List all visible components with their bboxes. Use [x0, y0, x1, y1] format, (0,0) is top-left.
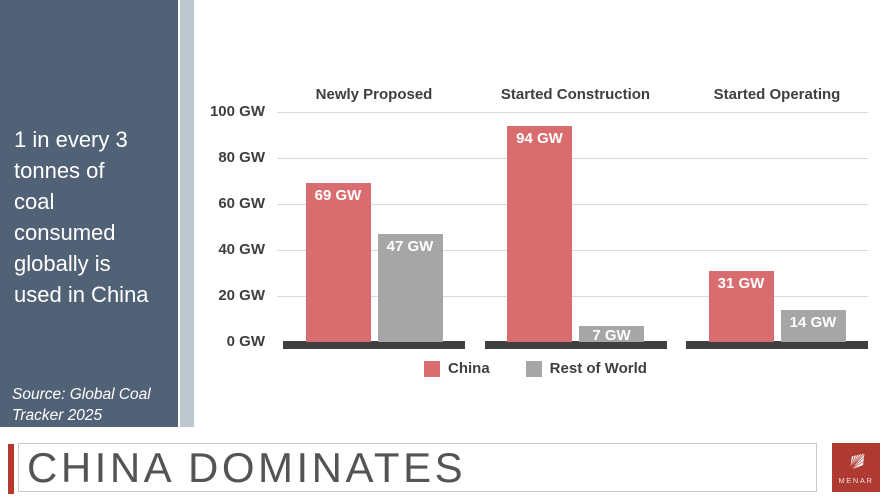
axis-baseline: [283, 341, 465, 349]
fan-icon: [848, 453, 865, 471]
bar-china: 94 GW: [507, 126, 572, 342]
title-accent-bar: [8, 444, 14, 494]
category-header: Started Operating: [713, 86, 841, 103]
text-line: used in China: [14, 282, 149, 307]
axis-baseline: [686, 341, 868, 349]
legend-item: Rest of World: [525, 360, 647, 377]
axis-baseline: [484, 341, 667, 349]
gridline: [277, 295, 868, 297]
legend-label: Rest of World: [549, 360, 647, 377]
bar-value-label: 47 GW: [386, 238, 434, 255]
y-tick-label: 0 GW: [226, 333, 265, 350]
sidebar-accent-stripe: [180, 0, 194, 427]
bar-chart: 0 GW 20 GW 40 GW 60 GW 80 GW 100 GW Newly Prop…: [209, 86, 868, 350]
gridline: [277, 111, 868, 113]
text-line: Source: Global Coal: [12, 386, 151, 403]
legend-swatch-china: [424, 360, 440, 377]
key-stat-text: 1 in every 3 tonnes of coal consumed globall…: [14, 124, 149, 310]
logo-wordmark: MENAR: [838, 476, 874, 485]
text-line: coal: [14, 189, 55, 214]
menar-logo: MENAR: [832, 443, 880, 492]
category-header: Started Construction: [500, 86, 651, 103]
bar-rest-of-world: 7 GW: [579, 326, 644, 344]
gridline: [277, 203, 868, 205]
y-tick-label: 80 GW: [218, 149, 265, 166]
y-tick-label: 100 GW: [209, 103, 265, 120]
slide-title: CHINA DOMINATES: [27, 443, 467, 491]
bar-value-label: 31 GW: [717, 275, 765, 292]
slide-title-box: CHINA DOMINATES: [18, 443, 817, 492]
legend-item: China: [424, 360, 490, 377]
gridline: [277, 157, 868, 159]
y-tick-label: 20 GW: [218, 287, 265, 304]
bar-value-label: 69 GW: [314, 187, 362, 204]
text-line: tonnes of: [14, 158, 105, 183]
legend-swatch-rest-of-world: [525, 360, 542, 377]
y-tick-label: 40 GW: [218, 241, 265, 258]
bar-value-label: 94 GW: [516, 130, 563, 147]
text-line: 1 in every 3: [14, 127, 128, 152]
gridline: [277, 249, 868, 251]
y-tick-label: 60 GW: [218, 195, 265, 212]
legend-label: China: [448, 360, 490, 377]
bar-rest-of-world: 14 GW: [780, 310, 846, 342]
bar-china: 69 GW: [305, 183, 371, 342]
chart-legend: China Rest of World: [424, 360, 647, 377]
bar-value-label: 7 GW: [592, 326, 631, 344]
bar-china: 31 GW: [708, 271, 774, 342]
text-line: Tracker 2025: [12, 407, 103, 424]
category-header: Newly Proposed: [315, 86, 433, 103]
bar-value-label: 14 GW: [789, 314, 837, 331]
sidebar-panel: 1 in every 3 tonnes of coal consumed globall…: [0, 0, 178, 427]
text-line: consumed: [14, 220, 116, 245]
source-note: Source: Global Coal Tracker 2025: [12, 384, 151, 426]
bar-rest-of-world: 47 GW: [377, 234, 443, 342]
text-line: globally is: [14, 251, 111, 276]
